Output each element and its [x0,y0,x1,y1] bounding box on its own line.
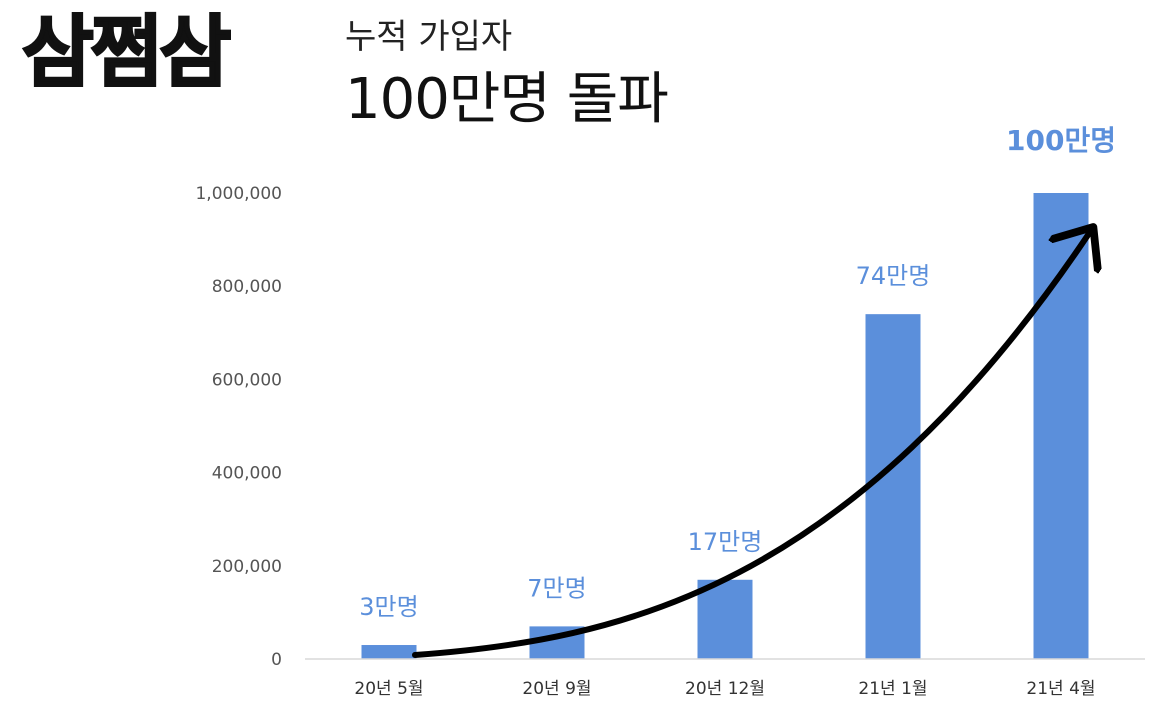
bar [361,645,417,659]
x-tick-label: 21년 4월 [1026,679,1095,699]
bar [1033,193,1089,659]
bars [361,193,1089,659]
data-labels: 3만명 7만명 17만명 74만명 100만명 [359,124,1116,621]
y-tick-label: 0 [271,650,282,670]
y-tick-label: 600,000 [212,370,282,390]
y-axis: 0 200,000 400,000 600,000 800,000 1,000,000 [195,184,282,670]
chart-headline: 100만명 돌파 [345,67,669,132]
data-label: 17만명 [688,528,763,556]
bar [865,314,921,659]
y-tick-label: 200,000 [212,557,282,577]
y-tick-label: 400,000 [212,464,282,484]
chart-subtitle: 누적 가입자 [345,17,513,57]
data-label: 100만명 [1006,124,1116,157]
y-tick-label: 1,000,000 [195,184,282,204]
x-tick-label: 21년 1월 [858,679,927,699]
growth-arrow-annotation [412,232,1090,658]
y-tick-label: 800,000 [212,277,282,297]
x-tick-label: 20년 12월 [685,679,765,699]
brand-logo: 삼쩜삼 [21,8,233,98]
data-label: 7만명 [527,574,586,602]
x-tick-label: 20년 9월 [522,679,591,699]
bar [697,579,753,659]
x-tick-label: 20년 5월 [354,679,423,699]
data-label: 3만명 [359,593,418,621]
data-label: 74만명 [856,262,931,290]
x-axis: 20년 5월 20년 9월 20년 12월 21년 1월 21년 4월 [305,658,1145,699]
